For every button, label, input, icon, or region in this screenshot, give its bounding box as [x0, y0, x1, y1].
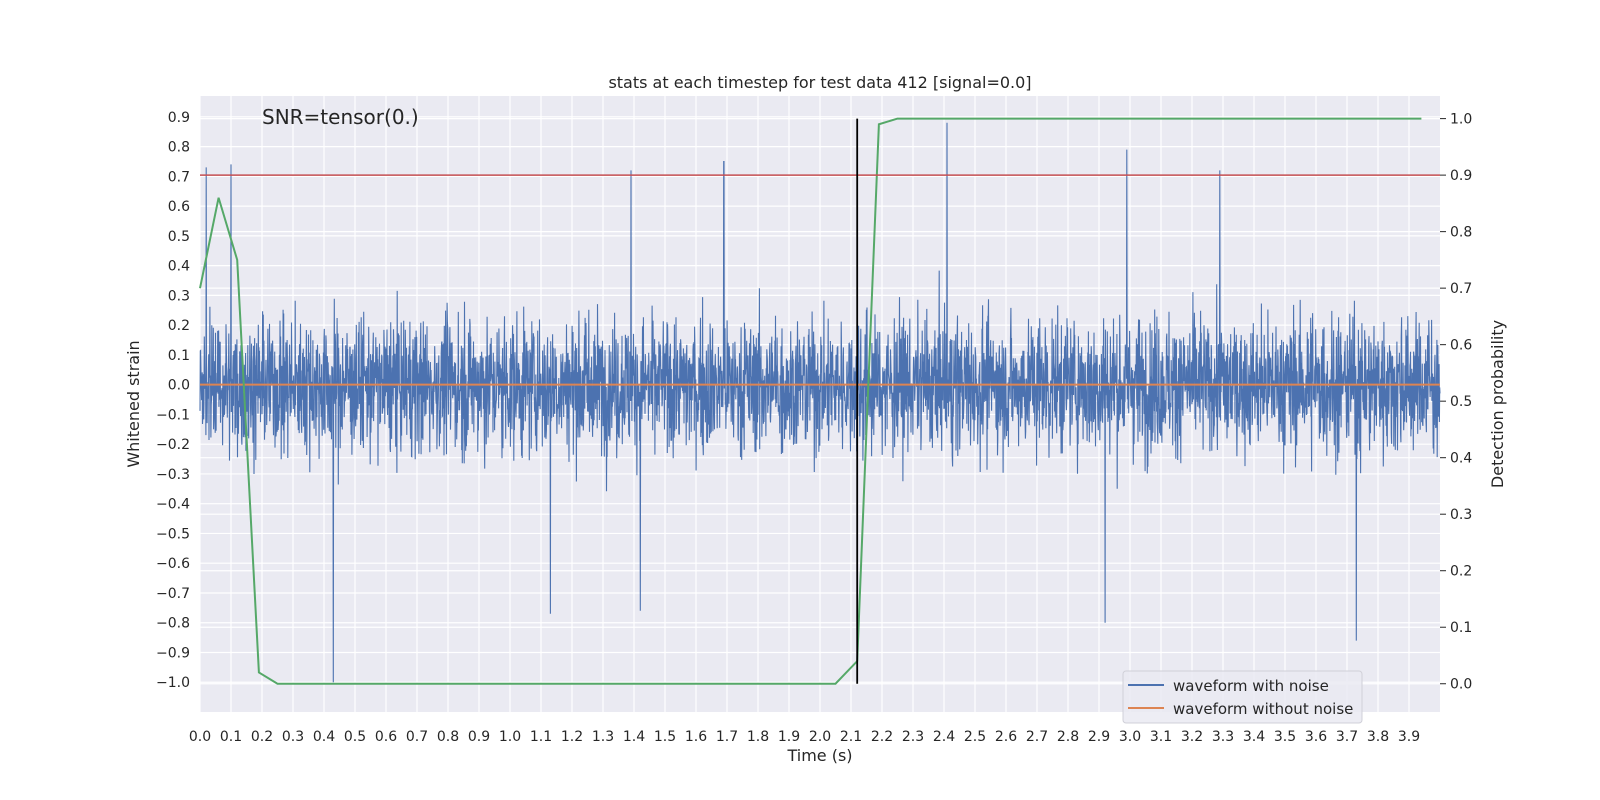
- y-tick-label: 0.5: [168, 229, 190, 245]
- y-tick-label: 0.4: [168, 259, 190, 275]
- y-tick-label: 0.8: [168, 140, 190, 156]
- y2-tick-label: 0.7: [1450, 281, 1472, 297]
- y2-tick-label: 0.6: [1450, 338, 1472, 354]
- chart-title: stats at each timestep for test data 412…: [608, 73, 1031, 92]
- y-tick-label: −0.1: [156, 407, 190, 423]
- y-gridlines: [200, 116, 1440, 683]
- y2-tick-label: 0.8: [1450, 225, 1472, 241]
- x-tick-label: 1.2: [561, 729, 583, 745]
- x-tick-label: 3.2: [1181, 729, 1203, 745]
- x-tick-label: 3.3: [1212, 729, 1234, 745]
- x-tick-label: 2.6: [995, 729, 1017, 745]
- detection-probability-line: [199, 117, 1422, 685]
- y-tick-label: −0.8: [156, 616, 190, 632]
- x-tick-label: 0.2: [251, 729, 273, 745]
- x-tick-labels: 0.0 0.1 0.2 0.3 0.4 0.5 0.6 0.7 0.8 0.9 1.0 1.1 1.2 1…: [189, 729, 1420, 745]
- x-tick-label: 2.9: [1088, 729, 1110, 745]
- legend-label-clean: waveform without noise: [1173, 700, 1353, 718]
- x-tick-label: 3.0: [1119, 729, 1141, 745]
- x-tick-label: 1.8: [747, 729, 769, 745]
- y-tick-label: 0.1: [168, 348, 190, 364]
- y2-tick-label: 0.4: [1450, 451, 1472, 467]
- x-tick-label: 2.5: [964, 729, 986, 745]
- y-tick-label: −0.9: [156, 645, 190, 661]
- y-tick-label: −0.4: [156, 497, 190, 513]
- x-tick-label: 3.9: [1398, 729, 1420, 745]
- x-tick-label: 2.7: [1026, 729, 1048, 745]
- y-tick-label: 0.3: [168, 288, 190, 304]
- x-axis-label: Time (s): [786, 746, 852, 765]
- y2-tick-label: 1.0: [1450, 112, 1472, 128]
- y-tick-label: 0.6: [168, 199, 190, 215]
- x-tick-label: 1.7: [716, 729, 738, 745]
- x-tick-label: 2.2: [871, 729, 893, 745]
- x-tick-label: 2.3: [902, 729, 924, 745]
- x-tick-label: 1.9: [778, 729, 800, 745]
- x-tick-label: 0.0: [189, 729, 211, 745]
- x-tick-label: 1.6: [685, 729, 707, 745]
- x-tick-label: 3.5: [1274, 729, 1296, 745]
- y-tick-label: 0.2: [168, 318, 190, 334]
- series-detection-probability: [199, 117, 1422, 685]
- y2-axis-label: Detection probability: [1488, 320, 1507, 488]
- y-tick-label: −1.0: [156, 675, 190, 691]
- x-tick-label: 1.5: [654, 729, 676, 745]
- x-tick-label: 3.6: [1305, 729, 1327, 745]
- legend: waveform with noise waveform without noi…: [1122, 670, 1363, 724]
- y-tick-label: 0.7: [168, 169, 190, 185]
- y2-tick-label: 0.1: [1450, 620, 1472, 636]
- x-tick-label: 3.8: [1367, 729, 1389, 745]
- x-tick-label: 0.3: [282, 729, 304, 745]
- x-tick-label: 0.1: [220, 729, 242, 745]
- y-axis-label: Whitened strain: [124, 340, 143, 467]
- x-tick-label: 0.7: [406, 729, 428, 745]
- x-tick-label: 2.8: [1057, 729, 1079, 745]
- x-tick-label: 3.4: [1243, 729, 1265, 745]
- y-tick-label: −0.6: [156, 556, 190, 572]
- y-tick-labels: 0.9 0.8 0.7 0.6 0.5 0.4 0.3 0.2 0.1 0.0 −0.1 −0.2 −0…: [156, 110, 190, 691]
- x-tick-label: 1.4: [623, 729, 645, 745]
- x-tick-label: 3.1: [1150, 729, 1172, 745]
- waveform-with-noise-line: [199, 122, 1441, 683]
- y-tick-label: 0.0: [168, 378, 190, 394]
- x-tick-label: 2.0: [809, 729, 831, 745]
- x-tick-label: 2.1: [840, 729, 862, 745]
- y-tick-label: 0.9: [168, 110, 190, 126]
- y2-tick-label: 0.5: [1450, 394, 1472, 410]
- y-tick-label: −0.7: [156, 586, 190, 602]
- x-tick-label: 0.9: [468, 729, 490, 745]
- y2-tick-label: 0.2: [1450, 564, 1472, 580]
- x-tick-label: 2.4: [933, 729, 955, 745]
- x-tick-label: 1.3: [592, 729, 614, 745]
- legend-box: [1122, 670, 1363, 724]
- x-tick-label: 0.4: [313, 729, 335, 745]
- y-tick-label: −0.2: [156, 437, 190, 453]
- legend-label-noise: waveform with noise: [1173, 677, 1329, 695]
- x-tick-label: 1.1: [530, 729, 552, 745]
- y2-tick-label: 0.0: [1450, 677, 1472, 693]
- x-tick-label: 0.5: [344, 729, 366, 745]
- y-tick-label: −0.3: [156, 467, 190, 483]
- snr-annotation: SNR=tensor(0.): [262, 105, 419, 129]
- y-tick-label: −0.5: [156, 526, 190, 542]
- x-tick-label: 1.0: [499, 729, 521, 745]
- y2-tick-label: 0.3: [1450, 507, 1472, 523]
- series-waveform-with-noise: [199, 122, 1441, 683]
- x-tick-label: 3.7: [1336, 729, 1358, 745]
- y2-tick-label: 0.9: [1450, 168, 1472, 184]
- x-tick-label: 0.8: [437, 729, 459, 745]
- y2-tick-labels: 1.0 0.9 0.8 0.7 0.6 0.5 0.4 0.3 0.2 0.1 0.0: [1450, 112, 1472, 693]
- x-tick-label: 0.6: [375, 729, 397, 745]
